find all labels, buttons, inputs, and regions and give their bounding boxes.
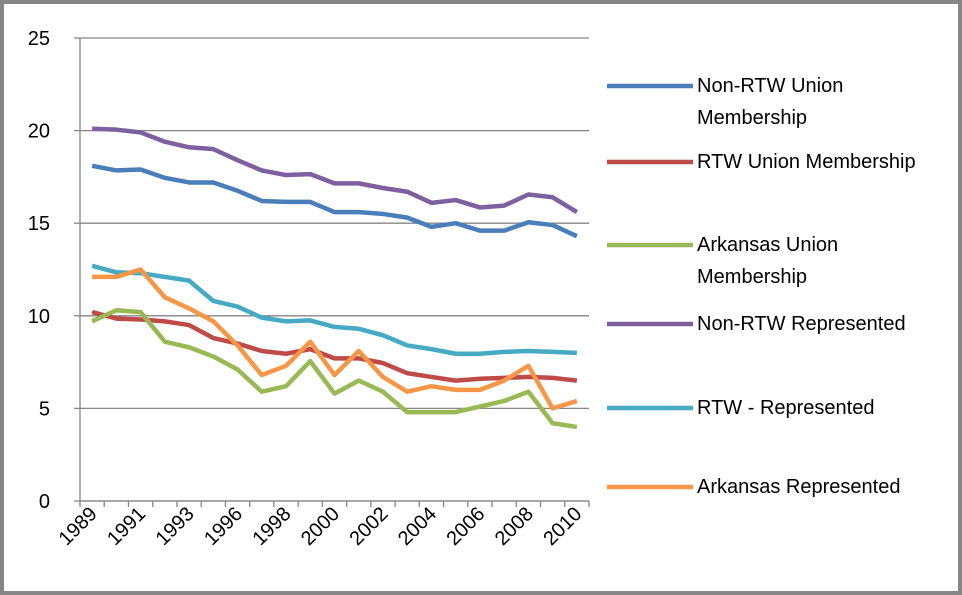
y-tick-label: 20 <box>28 121 50 143</box>
legend-label: Arkansas Represented <box>697 476 901 498</box>
x-tick-label: 2004 <box>394 503 441 550</box>
x-tick-label: 1991 <box>103 503 150 550</box>
legend-label: RTW Union Membership <box>697 151 916 173</box>
series-line <box>91 163 578 239</box>
series-line <box>92 267 578 411</box>
x-tick-label: 2010 <box>539 503 586 550</box>
x-tick-label: 2006 <box>442 503 489 550</box>
series-line <box>91 307 578 430</box>
series-line <box>92 126 579 215</box>
y-tick-label: 0 <box>39 491 50 513</box>
y-tick-label: 10 <box>28 306 50 328</box>
series-line <box>91 263 577 357</box>
x-tick-label: 2002 <box>345 503 392 550</box>
x-tick-label: 2000 <box>297 503 344 550</box>
x-tick-label: 1996 <box>200 503 247 550</box>
x-tick-label: 1998 <box>249 503 296 550</box>
x-tick-label: 1989 <box>55 503 102 550</box>
legend-label: RTW - Represented <box>697 397 875 419</box>
y-tick-label: 5 <box>39 398 50 420</box>
legend-label: Arkansas Union Membership <box>697 234 839 288</box>
x-tick-label: 2008 <box>491 503 538 550</box>
legend-label: Non-RTW Union Membership <box>697 75 844 129</box>
y-tick-label: 25 <box>28 28 50 50</box>
x-tick-label: 1993 <box>152 503 199 550</box>
y-tick-label: 15 <box>28 213 50 235</box>
series-line <box>91 309 578 383</box>
legend-label: Non-RTW Represented <box>697 313 906 335</box>
